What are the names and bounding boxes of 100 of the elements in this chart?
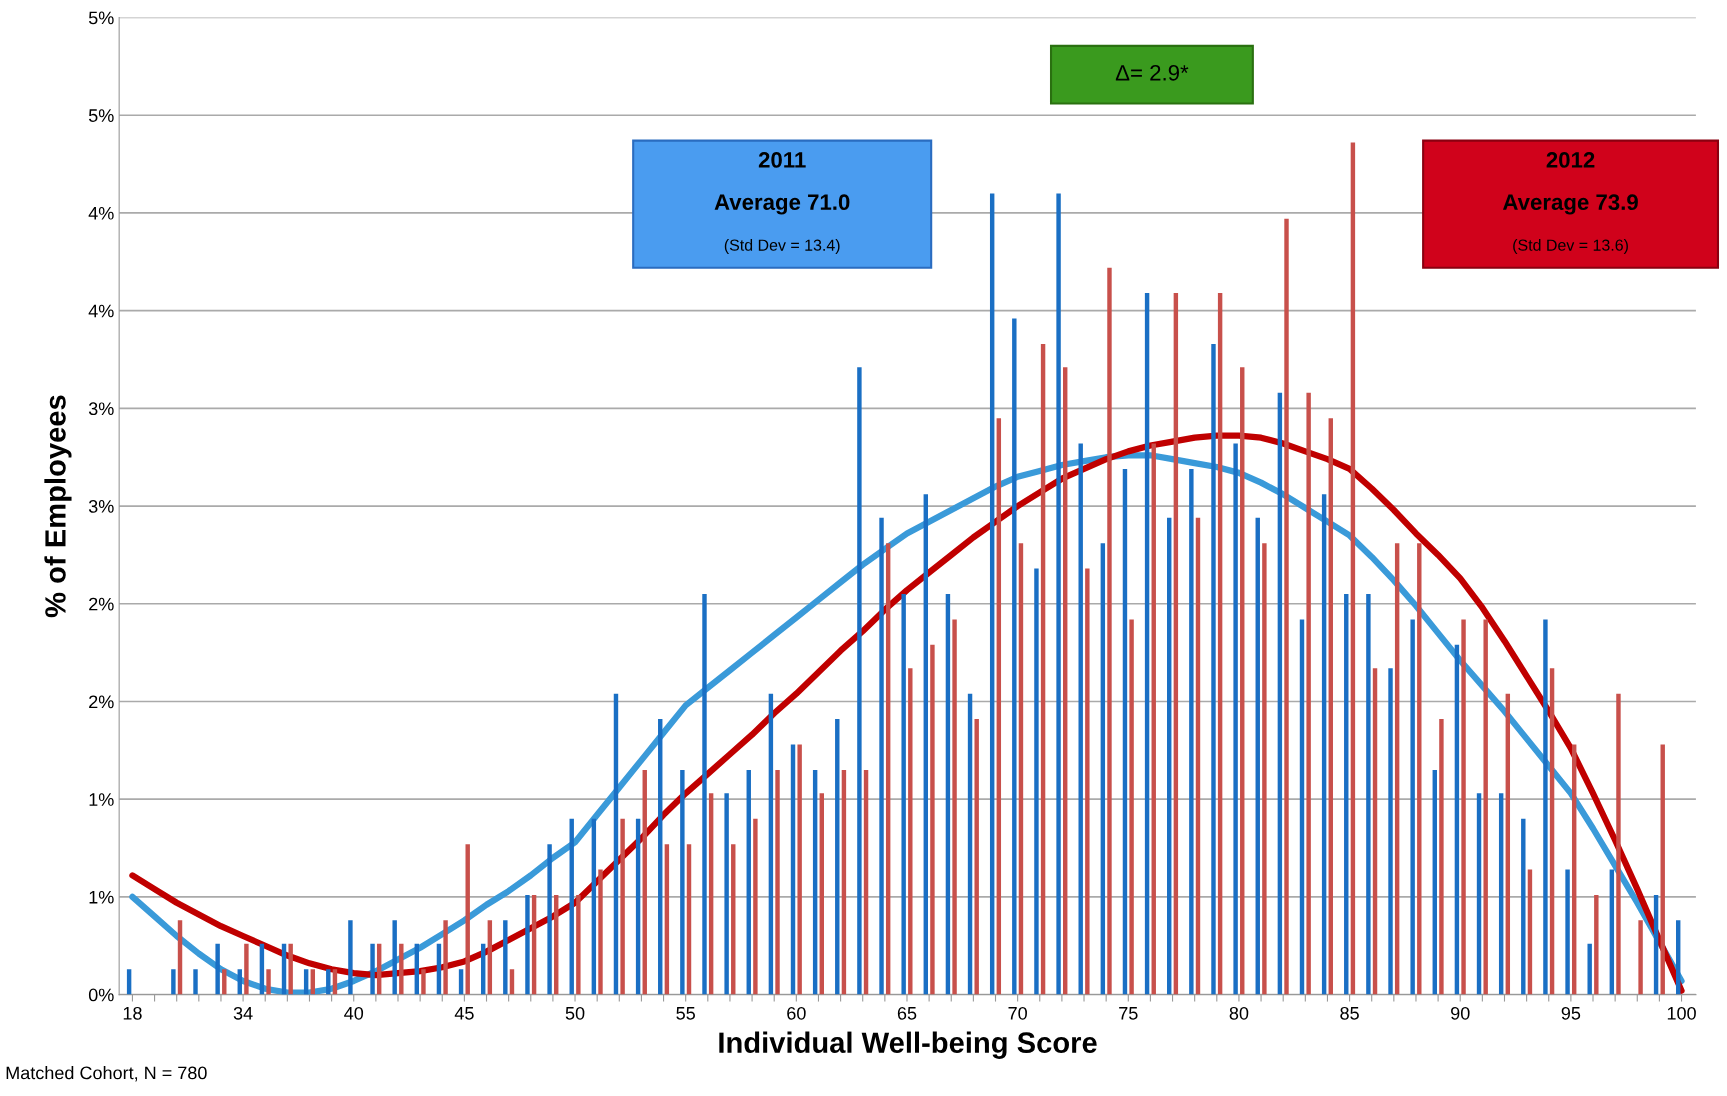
bar <box>244 943 249 995</box>
bar <box>1085 568 1090 995</box>
bar <box>1299 619 1305 995</box>
bar <box>885 543 891 995</box>
bar <box>1284 218 1289 995</box>
bar <box>171 969 176 995</box>
bar <box>554 894 559 995</box>
annotation: Average 73.9 <box>1502 194 1638 215</box>
bar <box>642 769 647 995</box>
bar <box>348 920 353 995</box>
bar <box>996 418 1002 995</box>
bar <box>613 693 619 995</box>
bar <box>908 668 913 995</box>
bar <box>686 844 692 995</box>
bar <box>525 894 530 995</box>
annotation: Δ= 2.9* <box>1115 64 1189 81</box>
bar <box>835 719 840 995</box>
bar <box>923 494 929 995</box>
bar <box>547 844 552 995</box>
bar <box>857 367 862 995</box>
bar <box>1476 793 1482 995</box>
x-tick-label: 85 <box>1340 1006 1359 1020</box>
x-tick-label: 75 <box>1119 1007 1138 1020</box>
bar <box>1255 517 1260 995</box>
bar <box>1100 543 1106 995</box>
annotation: 2011 <box>758 152 806 168</box>
y-tick-label: 1% <box>89 890 114 904</box>
bar <box>1129 619 1134 995</box>
x-tick-label: 80 <box>1229 1006 1249 1020</box>
bar <box>974 719 979 995</box>
bar <box>1189 468 1194 995</box>
bar <box>1240 367 1245 995</box>
x-tick-label: 40 <box>344 1006 364 1020</box>
bar <box>1549 668 1555 995</box>
bar <box>775 769 780 995</box>
bar <box>215 943 220 995</box>
x-tick-label: 60 <box>787 1006 806 1020</box>
bar <box>658 719 663 995</box>
bar <box>569 818 574 995</box>
y-tick-label: 5% <box>88 11 114 25</box>
bar <box>863 769 869 995</box>
bar <box>952 619 957 995</box>
y-tick-label: 4% <box>88 304 114 318</box>
bar <box>1543 619 1548 995</box>
bar <box>1410 619 1415 995</box>
bar <box>591 818 597 995</box>
y-tick-label: 3% <box>88 402 114 416</box>
bar <box>1328 418 1333 995</box>
bar <box>1565 869 1570 995</box>
bar <box>1321 494 1327 995</box>
bar <box>664 844 670 995</box>
bar <box>1217 293 1223 995</box>
bar <box>1173 293 1179 995</box>
bar <box>1078 443 1083 995</box>
bar <box>680 769 685 995</box>
bar <box>1344 594 1349 995</box>
bar <box>399 943 404 995</box>
bar <box>266 969 271 995</box>
bar <box>421 969 426 995</box>
bar <box>1167 517 1172 995</box>
bar <box>620 818 625 995</box>
x-tick-label: 100 <box>1667 1006 1696 1020</box>
x-tick-label: 70 <box>1008 1006 1027 1020</box>
bar <box>1107 267 1112 995</box>
bar <box>1461 619 1466 995</box>
bar <box>193 969 198 995</box>
annotation: 2012 <box>1546 152 1595 168</box>
bar <box>1571 744 1577 995</box>
bar <box>1233 443 1238 995</box>
bar <box>1454 644 1460 995</box>
bar <box>1018 543 1024 995</box>
x-tick-label: 45 <box>454 1007 474 1020</box>
bar <box>1012 318 1017 995</box>
bar <box>1372 668 1378 995</box>
bar <box>967 693 973 995</box>
bar <box>177 920 183 995</box>
x-tick-label: 50 <box>565 1006 585 1020</box>
bar <box>819 793 824 995</box>
bar <box>1262 543 1267 995</box>
bar <box>841 769 847 995</box>
y-tick-label: 2% <box>89 597 114 611</box>
x-tick-label: 95 <box>1561 1006 1581 1020</box>
bar <box>1034 568 1039 995</box>
bar <box>746 769 751 995</box>
annotation: Average 71.0 <box>714 194 850 215</box>
bar <box>1195 517 1201 995</box>
bar <box>989 193 995 995</box>
annotation: (Std Dev = 13.6) <box>1513 239 1628 254</box>
y-tick-label: 2% <box>89 695 114 709</box>
x-tick-label: 65 <box>897 1006 917 1020</box>
bar <box>945 594 951 995</box>
bar <box>1277 392 1283 995</box>
bar <box>1211 343 1216 995</box>
annotation: (Std Dev = 13.4) <box>724 239 840 254</box>
text: Matched Cohort, N = 780 <box>6 1066 207 1082</box>
bar <box>731 844 736 995</box>
bar <box>1594 894 1599 995</box>
bar <box>1432 769 1437 995</box>
bar <box>392 920 397 995</box>
bar <box>1122 468 1128 995</box>
